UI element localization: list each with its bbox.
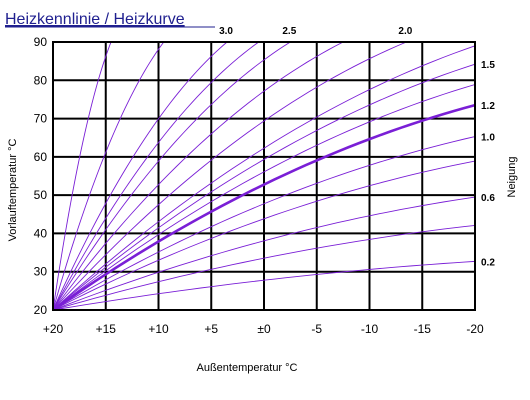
neigung-label: Neigung [506,157,518,198]
x-tick-label: -5 [311,322,322,336]
curves [52,41,476,312]
curve-2 [52,41,407,311]
y-tick-label: 60 [34,150,48,164]
x-tick-label: +15 [96,322,117,336]
curve-4 [52,41,112,311]
curve-label: 0.2 [481,257,495,268]
curve-0-2 [52,260,476,311]
curve-label: 0.6 [481,193,495,204]
y-tick-label: 40 [34,226,48,240]
x-tick-label: -15 [414,322,432,336]
y-tick-label: 70 [34,112,48,126]
chart-title: Heizkennlinie / Heizkurve [5,11,185,28]
x-tick-label: -10 [361,322,379,336]
curve-1-5 [52,63,476,311]
curve-label: 2.5 [282,26,296,37]
y-tick-label: 20 [34,303,48,317]
curve-3 [52,41,228,311]
curve-1 [52,136,476,311]
x-tick-label: +20 [43,322,64,336]
curve-2-75 [52,41,259,311]
y-tick-label: 90 [34,35,48,49]
curve-label: 1.0 [481,133,495,144]
y-tick-labels: 20 30 40 50 60 70 80 90 [34,35,48,317]
x-tick-label: +10 [148,322,169,336]
x-tick-label: -20 [466,322,484,336]
plot-frame [52,41,476,311]
x-axis-label: Außentemperatur °C [197,362,298,374]
curve-2-5 [52,41,291,311]
x-tick-label: ±0 [257,322,271,336]
y-tick-label: 30 [34,265,48,279]
curve-label: 1.2 [481,101,495,112]
curve-label: 2.0 [398,26,412,37]
curve-0-6 [52,196,476,311]
curve-labels: 0.2 0.6 1.0 1.2 1.5 2.0 2.5 3.0 [219,26,495,268]
x-tick-labels: +20 +15 +10 +5 ±0 -5 -10 -15 -20 [43,322,484,336]
curve-1-4 [52,84,476,311]
y-tick-label: 50 [34,188,48,202]
y-tick-label: 80 [34,73,48,87]
curve-2-25 [52,41,344,311]
curve-0-8 [52,160,476,311]
curve-3-5 [52,41,165,311]
curve-1-75 [52,45,476,311]
curve-label: 1.5 [481,60,495,71]
grid [52,41,476,311]
curve-0-4 [52,224,476,311]
x-tick-label: +5 [204,322,218,336]
curve-label: 3.0 [219,26,233,37]
y-axis-label: Vorlauftemperatur °C [7,139,19,242]
curve-1-2 [52,103,476,312]
